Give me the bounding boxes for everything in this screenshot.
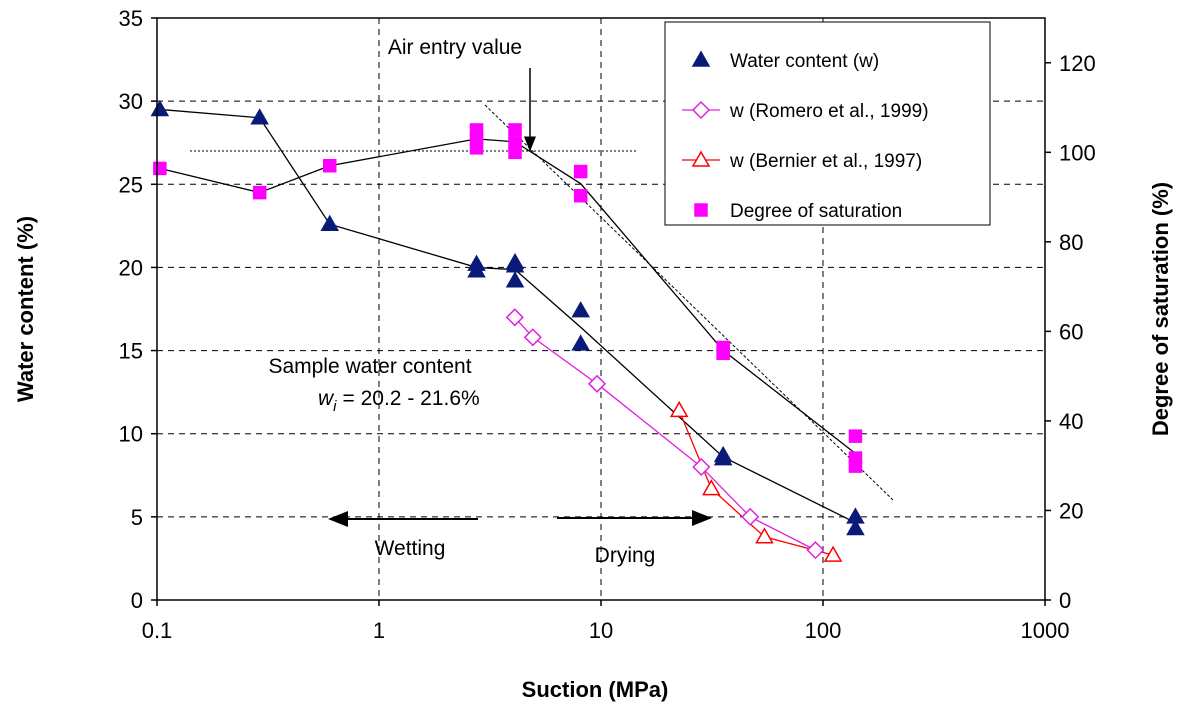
x-tick-label: 1000 bbox=[1021, 618, 1070, 643]
x-tick-label: 10 bbox=[589, 618, 613, 643]
y2-tick-label: 100 bbox=[1059, 140, 1096, 165]
marker bbox=[322, 158, 337, 173]
marker bbox=[588, 374, 607, 393]
marker bbox=[691, 50, 711, 67]
marker bbox=[669, 400, 689, 418]
legend: Water content (w) w (Romero et al., 1999)… bbox=[664, 21, 991, 226]
axes: 0 5 10 15 20 25 30 35 0 20 40 60 80 100 120 0.1 1 10 100 10… bbox=[119, 6, 1096, 643]
marker bbox=[153, 161, 167, 176]
x-tick-label: 1 bbox=[373, 618, 385, 643]
marker bbox=[716, 346, 730, 361]
marker bbox=[150, 99, 170, 117]
trend-line bbox=[159, 108, 856, 524]
y2-tick-label: 120 bbox=[1059, 51, 1096, 76]
marker bbox=[848, 429, 863, 443]
marker bbox=[523, 328, 542, 347]
y-tick-label: 15 bbox=[119, 339, 143, 364]
marker bbox=[702, 479, 721, 496]
marker bbox=[848, 459, 863, 473]
marker bbox=[320, 214, 340, 231]
marker bbox=[691, 150, 711, 167]
marker bbox=[508, 123, 522, 137]
y-tick-label: 5 bbox=[131, 505, 143, 530]
y2-axis-title: Degree of saturation (%) bbox=[1148, 182, 1173, 436]
y-tick-label: 25 bbox=[119, 172, 143, 197]
annotation: Air entry value bbox=[388, 36, 522, 59]
marker bbox=[505, 271, 525, 288]
marker bbox=[694, 203, 708, 217]
annotation: Sample water content bbox=[268, 355, 471, 378]
marker bbox=[508, 145, 522, 160]
marker bbox=[571, 301, 590, 318]
marker bbox=[823, 545, 843, 562]
marker bbox=[250, 108, 269, 125]
marker bbox=[505, 308, 524, 327]
annotation: = 20.2 - 21.6% bbox=[343, 387, 480, 410]
annotation: wi = 20.2 - 21.6% bbox=[318, 387, 480, 415]
y-axis-title: Water content (%) bbox=[13, 216, 38, 402]
x-tick-label: 0.1 bbox=[142, 618, 173, 643]
marker bbox=[806, 541, 825, 560]
trend-line bbox=[678, 410, 834, 556]
y2-tick-label: 80 bbox=[1059, 230, 1083, 255]
trend-line bbox=[159, 138, 856, 454]
marker bbox=[846, 518, 865, 536]
y-tick-label: 0 bbox=[131, 588, 143, 613]
annotation: Drying bbox=[595, 544, 656, 567]
legend-label: w (Romero et al., 1999) bbox=[729, 101, 929, 122]
legend-label: Degree of saturation bbox=[730, 201, 902, 222]
annotation: i bbox=[333, 398, 337, 415]
y2-tick-label: 20 bbox=[1059, 498, 1083, 523]
y2-tick-label: 60 bbox=[1059, 319, 1083, 344]
marker bbox=[573, 188, 588, 203]
annotation: w bbox=[318, 387, 335, 410]
annotation: Wetting bbox=[375, 537, 446, 560]
marker bbox=[691, 100, 711, 120]
legend-label: w (Bernier et al., 1997) bbox=[729, 151, 922, 172]
marker bbox=[713, 449, 733, 466]
y2-tick-label: 40 bbox=[1059, 409, 1083, 434]
y-tick-label: 35 bbox=[119, 6, 143, 31]
y-tick-label: 20 bbox=[119, 255, 143, 280]
legend-label: Water content (w) bbox=[730, 51, 879, 72]
x-tick-label: 100 bbox=[805, 618, 842, 643]
marker bbox=[741, 507, 760, 526]
marker bbox=[692, 457, 711, 477]
marker bbox=[469, 141, 484, 155]
marker bbox=[573, 164, 588, 179]
x-axis-title: Suction (MPa) bbox=[522, 677, 669, 702]
y2-tick-label: 0 bbox=[1059, 588, 1071, 613]
markers bbox=[150, 99, 865, 562]
marker bbox=[755, 527, 774, 544]
marker bbox=[252, 185, 267, 200]
y-tick-label: 30 bbox=[119, 89, 143, 114]
legend-box bbox=[664, 21, 991, 226]
y-tick-label: 10 bbox=[119, 422, 143, 447]
marker bbox=[571, 334, 590, 351]
marker bbox=[467, 261, 486, 278]
